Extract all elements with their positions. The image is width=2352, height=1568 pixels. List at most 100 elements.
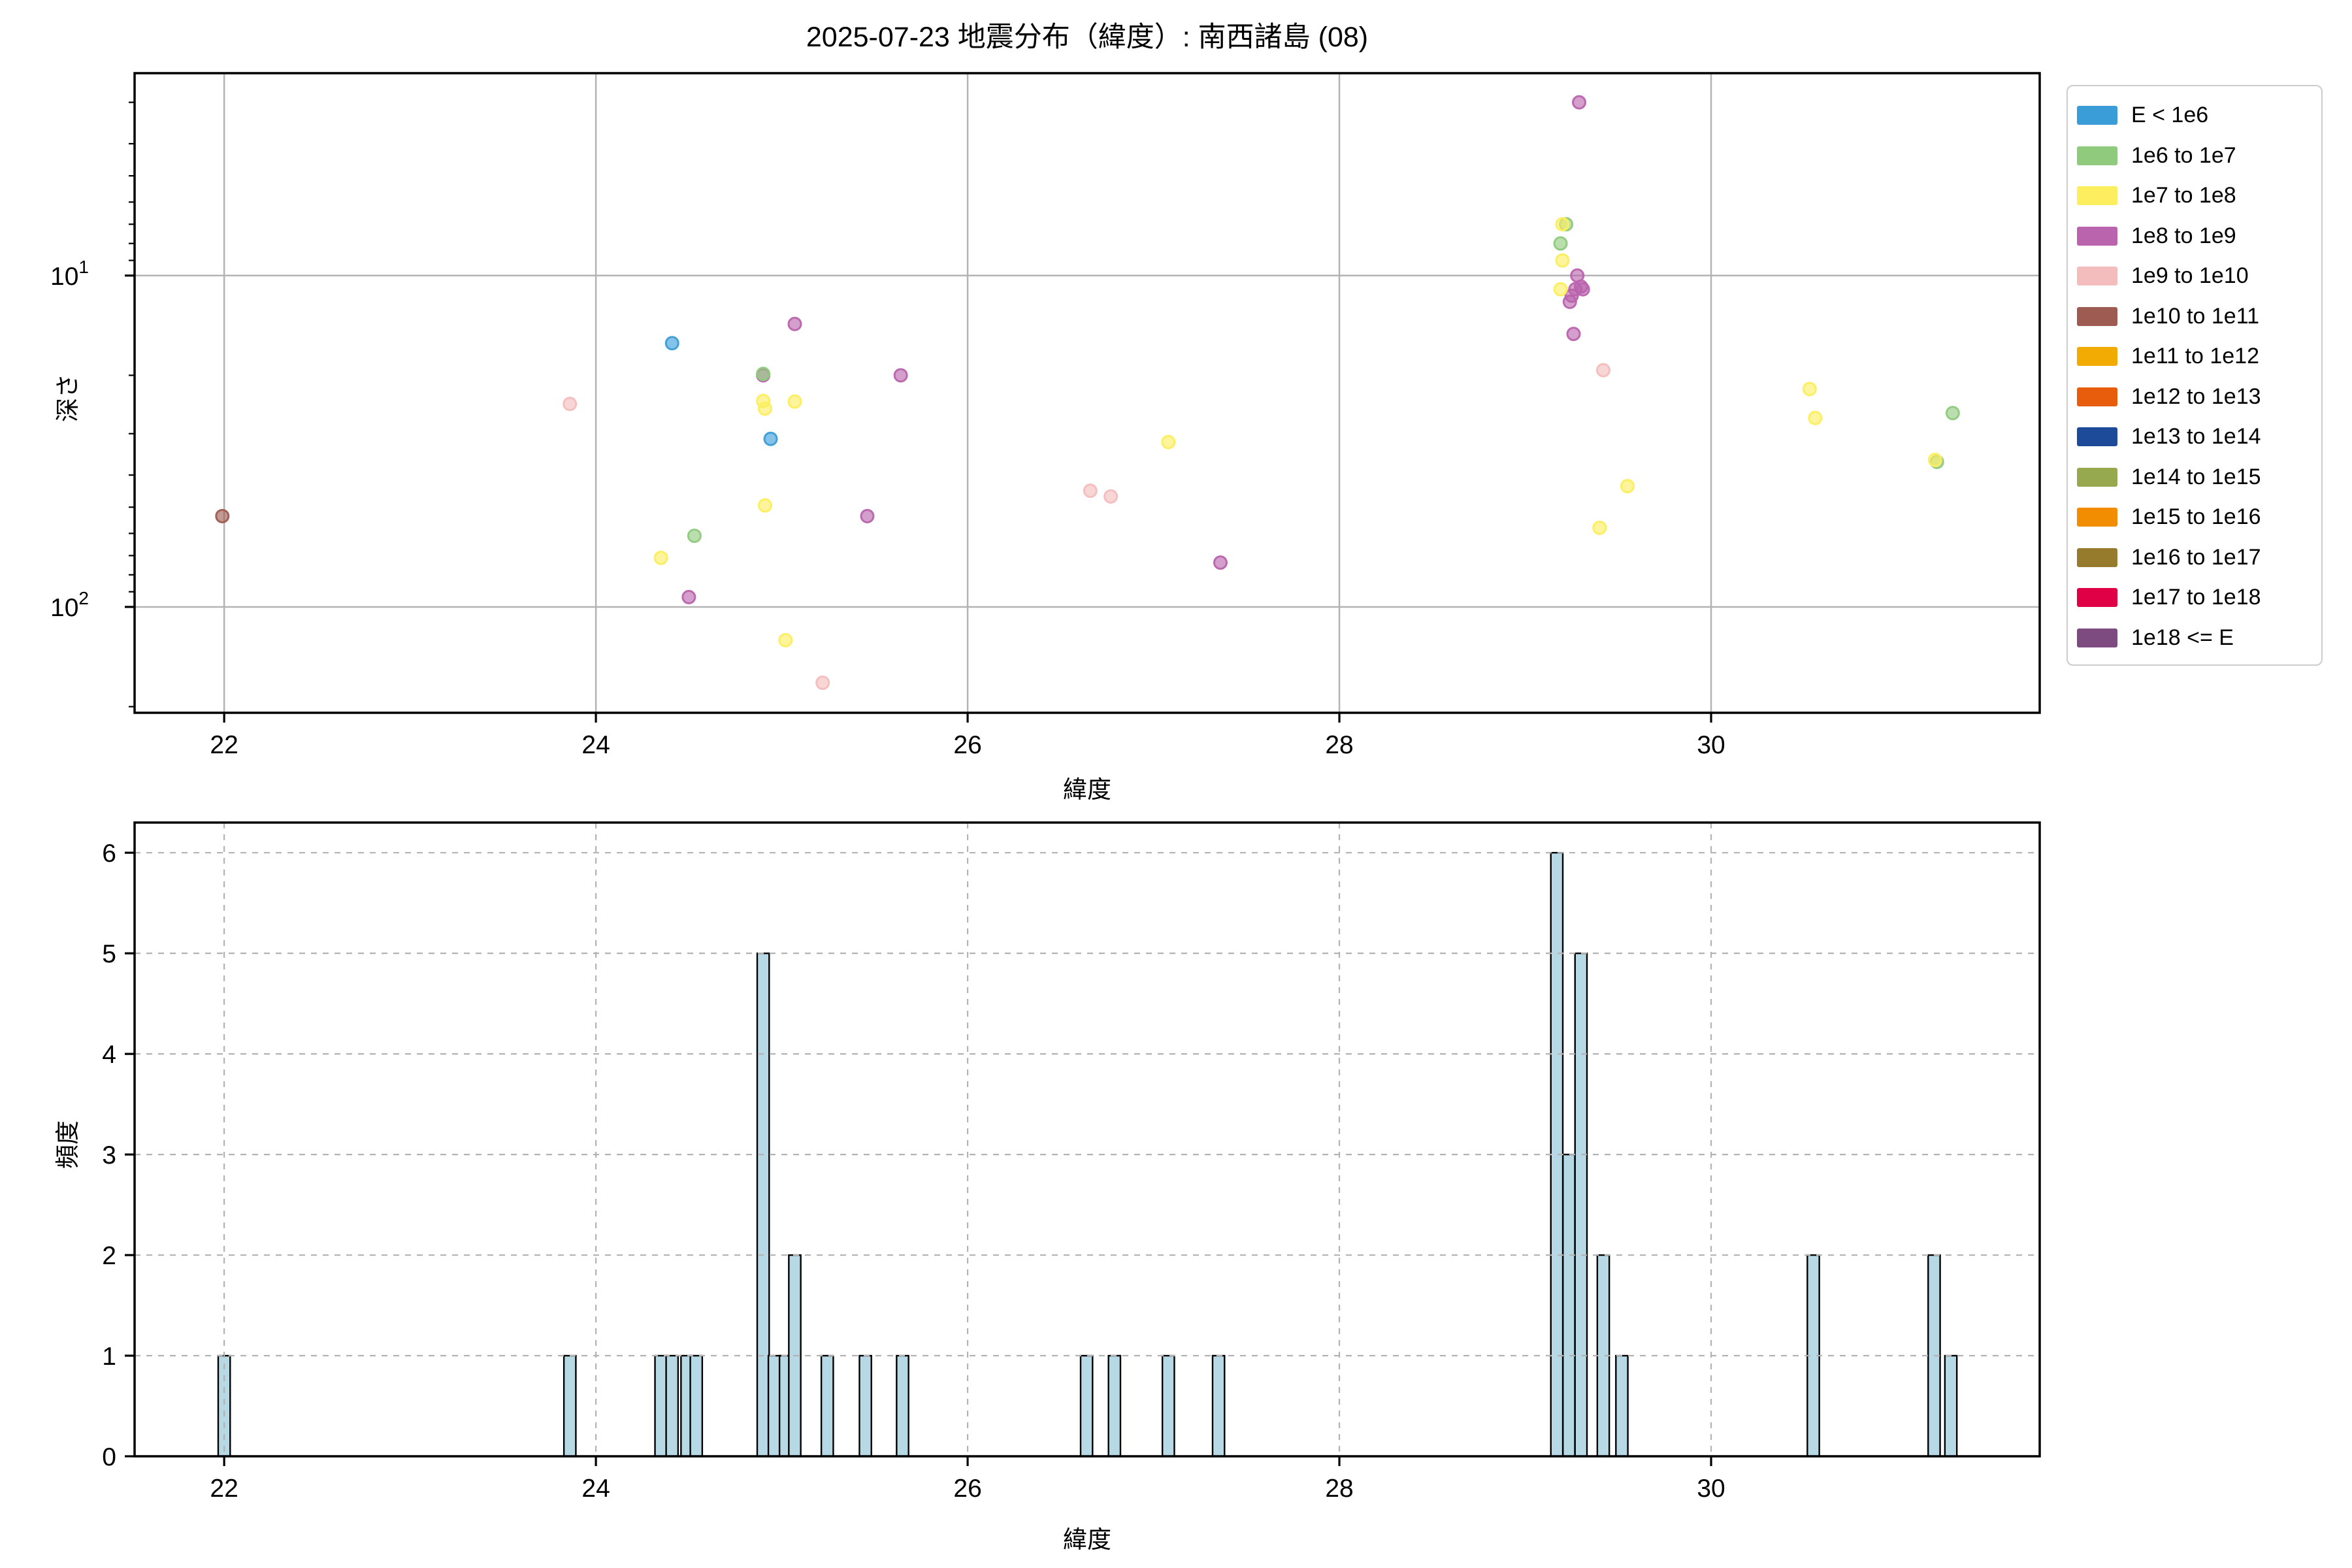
scatter-point xyxy=(1596,363,1611,378)
hist-bar xyxy=(1211,1354,1226,1458)
scatter-yaxis-label: 深さ xyxy=(54,374,81,422)
scatter-point xyxy=(1572,95,1587,110)
scatter-point xyxy=(1945,406,1960,421)
legend-entry: 1e14 to 1e15 xyxy=(2077,457,2321,498)
legend-swatch xyxy=(2077,427,2117,447)
y-tick-label: 4 xyxy=(102,1041,116,1069)
scatter-point xyxy=(1553,236,1568,251)
legend-swatch xyxy=(2077,588,2117,608)
scatter-point xyxy=(815,676,830,691)
hist-bar xyxy=(1615,1354,1629,1458)
legend-label: E < 1e6 xyxy=(2131,103,2209,128)
y-tick-label: 102 xyxy=(50,588,89,622)
legend-entry: 1e6 to 1e7 xyxy=(2077,136,2321,176)
scatter-point xyxy=(757,498,772,513)
scatter-gridlines xyxy=(135,73,2040,713)
hist-bar xyxy=(654,1354,668,1458)
hist-bar xyxy=(1107,1354,1122,1458)
scatter-point xyxy=(1927,452,1942,467)
scatter-point xyxy=(1564,288,1579,303)
scatter-point xyxy=(1555,253,1570,268)
scatter-point xyxy=(1808,410,1823,425)
figure-title: 2025-07-23 地震分布（緯度）: 南西諸島 (08) xyxy=(806,22,1369,53)
x-tick-label: 26 xyxy=(953,1475,981,1503)
hist-bar xyxy=(1079,1354,1094,1458)
legend-label: 1e7 to 1e8 xyxy=(2131,183,2236,208)
legend-entry: 1e12 to 1e13 xyxy=(2077,377,2321,417)
legend-entry: 1e17 to 1e18 xyxy=(2077,578,2321,618)
legend-entry: 1e18 <= E xyxy=(2077,618,2321,659)
legend-entry: 1e8 to 1e9 xyxy=(2077,216,2321,257)
y-tick-label: 5 xyxy=(102,940,116,968)
scatter-point xyxy=(1083,483,1098,498)
scatter-point xyxy=(1802,382,1817,397)
hist-bar xyxy=(767,1354,781,1458)
scatter-point xyxy=(563,397,578,412)
scatter-points xyxy=(215,95,1960,691)
x-tick-label: 30 xyxy=(1697,1475,1725,1503)
axes-spines xyxy=(133,72,2041,714)
histogram-yaxis-label: 頻度 xyxy=(54,1120,81,1169)
legend-swatch xyxy=(2077,306,2117,326)
legend-label: 1e16 to 1e17 xyxy=(2131,544,2261,570)
scatter-point xyxy=(1620,479,1635,494)
legend-entry: 1e16 to 1e17 xyxy=(2077,538,2321,578)
scatter-point xyxy=(893,368,908,383)
legend-entry: 1e10 to 1e11 xyxy=(2077,297,2321,337)
x-tick-label: 24 xyxy=(581,731,610,759)
scatter-point xyxy=(756,367,771,382)
legend-label: 1e14 to 1e15 xyxy=(2131,464,2261,489)
legend-label: 1e8 to 1e9 xyxy=(2131,223,2236,248)
legend-swatch xyxy=(2077,347,2117,367)
hist-bar xyxy=(1562,1153,1576,1458)
legend-label: 1e17 to 1e18 xyxy=(2131,585,2261,610)
legend-swatch xyxy=(2077,547,2117,567)
scatter-point xyxy=(664,336,679,351)
x-tick-label: 30 xyxy=(1697,731,1725,759)
legend-label: 1e18 <= E xyxy=(2131,625,2234,650)
hist-bar xyxy=(858,1354,872,1458)
hist-bar xyxy=(689,1354,704,1458)
scatter-point xyxy=(1555,217,1570,232)
scatter-point xyxy=(215,508,230,523)
legend-swatch xyxy=(2077,508,2117,527)
hist-bar xyxy=(820,1354,834,1458)
legend-label: 1e9 to 1e10 xyxy=(2131,263,2249,289)
legend-entry: 1e11 to 1e12 xyxy=(2077,336,2321,377)
scatter-point xyxy=(653,550,668,565)
legend-swatch xyxy=(2077,106,2117,125)
scatter-point xyxy=(1553,282,1568,297)
y-tick-label: 0 xyxy=(102,1443,116,1471)
hist-bar xyxy=(756,952,770,1458)
x-tick-label: 28 xyxy=(1325,731,1353,759)
scatter-point xyxy=(860,508,875,523)
scatter-point xyxy=(1103,489,1119,504)
legend-swatch xyxy=(2077,467,2117,487)
scatter-point xyxy=(787,394,802,409)
x-tick-label: 24 xyxy=(581,1475,610,1503)
scatter-point xyxy=(778,632,793,647)
histogram-gridlines xyxy=(135,823,2040,1456)
scatter-point xyxy=(687,529,702,544)
legend-label: 1e6 to 1e7 xyxy=(2131,142,2236,168)
scatter-point xyxy=(763,431,778,446)
y-tick-label: 3 xyxy=(102,1141,116,1169)
scatter-point xyxy=(681,589,696,604)
hist-bar xyxy=(1944,1354,1958,1458)
axes-spines xyxy=(133,821,2041,1458)
legend-swatch xyxy=(2077,267,2117,286)
scatter-point xyxy=(1573,279,1588,294)
x-tick-label: 22 xyxy=(210,731,238,759)
y-tick-label: 1 xyxy=(102,1343,116,1371)
hist-bar xyxy=(217,1354,231,1458)
y-tick-label: 6 xyxy=(102,840,116,868)
legend-label: 1e13 to 1e14 xyxy=(2131,424,2261,449)
legend-swatch xyxy=(2077,628,2117,647)
scatter-point xyxy=(787,316,802,331)
scatter-point xyxy=(1213,555,1228,570)
legend-entry: 1e15 to 1e16 xyxy=(2077,497,2321,538)
legend-label: 1e10 to 1e11 xyxy=(2131,303,2259,329)
scatter-point xyxy=(1592,520,1607,535)
legend-label: 1e12 to 1e13 xyxy=(2131,384,2261,409)
